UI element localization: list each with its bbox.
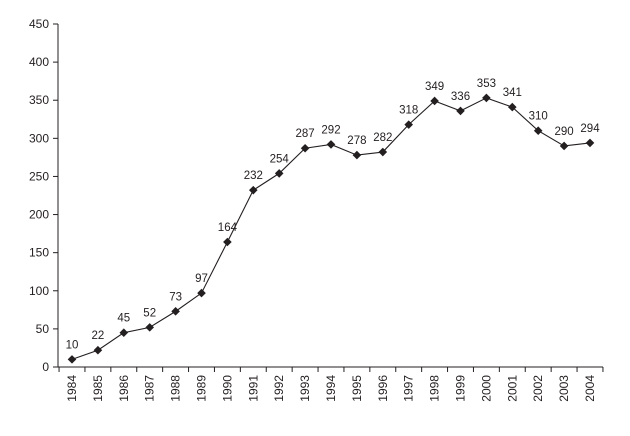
x-tick-label: 1993	[298, 375, 312, 402]
data-label: 294	[580, 123, 600, 135]
data-label: 10	[66, 339, 79, 351]
y-axis: 0 50 100 150 200 250 300 350 400 450	[29, 17, 59, 374]
y-tick-label: 350	[29, 93, 49, 107]
y-tick-label: 50	[36, 322, 50, 336]
data-label: 164	[218, 222, 238, 234]
data-point-marker	[585, 138, 595, 148]
x-tick-label: 1985	[91, 375, 105, 402]
data-point-marker	[533, 126, 543, 136]
data-label: 353	[477, 78, 496, 90]
y-tick-label: 150	[29, 246, 49, 260]
data-label-group: 10 22 45 52 73 97 164 232 254 287 292 278 282 318 349 3…	[66, 78, 601, 351]
x-tick-label: 2001	[505, 375, 519, 402]
data-point-marker	[119, 328, 129, 337]
x-tick-label: 1989	[195, 375, 209, 402]
data-label: 341	[503, 87, 522, 99]
data-label: 254	[270, 153, 290, 165]
data-point-marker	[93, 345, 103, 355]
x-tick-label: 2002	[531, 375, 545, 402]
data-point-marker	[300, 143, 310, 153]
y-tick-label: 0	[42, 360, 49, 374]
x-tick-label: 1984	[65, 375, 79, 402]
y-tick-label: 250	[29, 169, 49, 183]
data-label: 278	[347, 135, 366, 147]
data-label: 52	[143, 307, 156, 319]
x-tick-label: 1998	[428, 375, 442, 402]
data-point-marker	[145, 323, 154, 332]
data-point-marker	[67, 355, 77, 364]
x-tick-label: 2003	[557, 375, 571, 402]
y-tick-label: 200	[29, 208, 49, 222]
data-point-marker	[326, 140, 336, 149]
x-tick-label: 1997	[402, 375, 416, 402]
x-tick-label: 1994	[324, 375, 338, 402]
data-point-marker	[482, 93, 491, 103]
data-label: 73	[169, 291, 182, 303]
data-point-marker	[404, 120, 413, 129]
data-label: 318	[399, 105, 418, 117]
x-tick-label: 1987	[143, 375, 157, 402]
data-label: 290	[555, 126, 574, 138]
data-label: 282	[373, 132, 392, 144]
y-tick-label: 100	[29, 284, 49, 298]
data-label: 232	[244, 170, 263, 182]
data-point-marker	[456, 106, 465, 116]
x-tick-label: 1991	[246, 375, 260, 402]
data-point-marker	[352, 150, 362, 160]
x-tick-label: 1995	[350, 375, 364, 402]
data-point-marker	[508, 102, 517, 112]
data-label: 45	[117, 313, 130, 325]
data-point-marker	[223, 237, 232, 247]
y-tick-label: 450	[29, 17, 49, 31]
x-tick-label: 1996	[376, 375, 390, 402]
x-tick-label: 1990	[220, 375, 234, 402]
data-label: 349	[425, 81, 444, 93]
data-point-marker	[274, 169, 284, 178]
x-tick-label: 1999	[454, 375, 468, 402]
data-point-marker	[249, 185, 258, 195]
data-label: 292	[321, 124, 340, 136]
x-tick-label: 1988	[169, 375, 183, 402]
data-point-marker	[197, 288, 206, 298]
data-label: 336	[451, 91, 470, 103]
data-point-marker	[378, 147, 388, 157]
series-line-group	[67, 93, 595, 364]
data-point-marker	[430, 96, 439, 106]
x-tick-label: 2000	[479, 375, 493, 402]
y-tick-label: 300	[29, 131, 49, 145]
data-label: 310	[529, 111, 548, 123]
series-line	[71, 97, 591, 360]
data-label: 97	[195, 273, 208, 285]
x-axis: 1984 1985 1986 1987 1988 1989 1990 1991 1992 1993…	[58, 366, 604, 402]
x-tick-label: 2004	[583, 375, 597, 402]
y-tick-label: 400	[29, 55, 49, 69]
data-label: 287	[296, 128, 315, 140]
data-point-marker	[559, 141, 569, 151]
x-tick-label: 1992	[272, 375, 286, 402]
x-tick-label: 1986	[117, 375, 131, 402]
data-label: 22	[92, 330, 105, 342]
data-point-marker	[171, 307, 180, 316]
